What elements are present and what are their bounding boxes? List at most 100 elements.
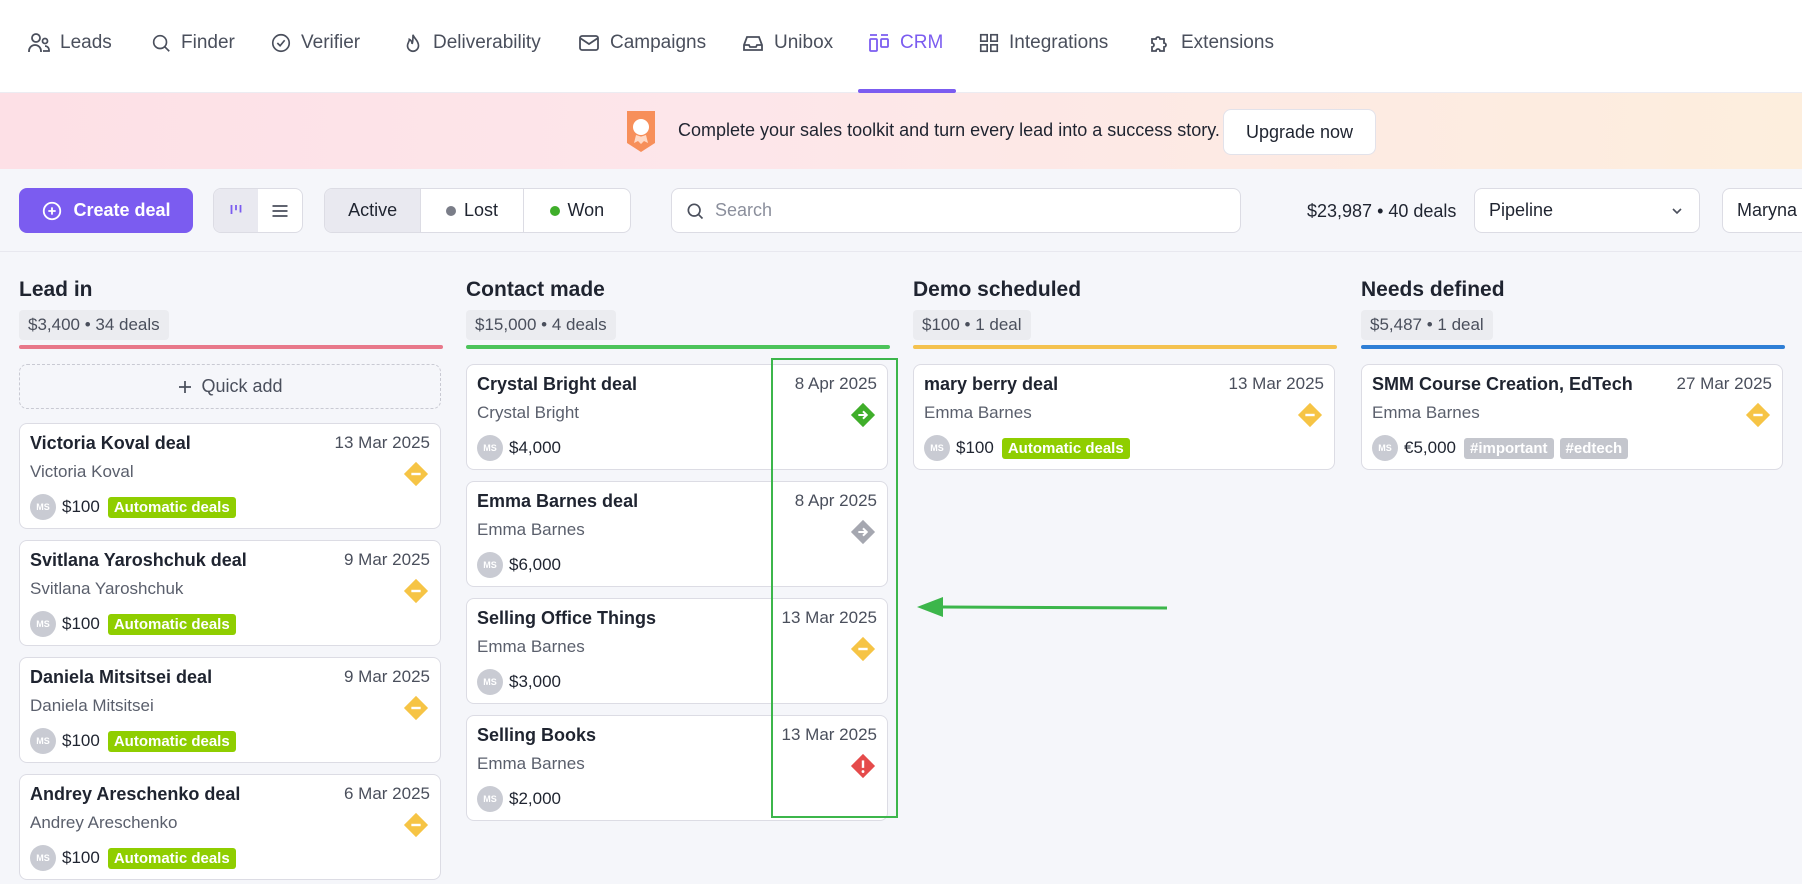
- nav-finder[interactable]: Finder: [150, 28, 235, 58]
- board-view-button[interactable]: [214, 189, 258, 232]
- status-pending-icon[interactable]: [849, 635, 877, 663]
- deal-contact: Emma Barnes: [477, 520, 585, 539]
- stage-stats: $15,000 • 4 deals: [466, 310, 616, 340]
- grey-dot-icon: [446, 205, 457, 216]
- status-pending-icon[interactable]: [402, 694, 430, 722]
- create-deal-label: Create deal: [73, 200, 171, 220]
- deal-card[interactable]: Andrey Areschenko deal 6 Mar 2025 Andrey A…: [19, 774, 441, 880]
- quick-add-label: Quick add: [201, 376, 283, 396]
- nav-leads[interactable]: Leads: [27, 28, 112, 58]
- nav-label: Integrations: [1009, 32, 1109, 53]
- pipeline-select[interactable]: Pipeline: [1474, 188, 1700, 233]
- deal-card[interactable]: Daniela Mitsitsei deal 9 Mar 2025 Daniela …: [19, 657, 441, 763]
- deal-value: $100: [62, 731, 100, 750]
- users-icon: [28, 33, 50, 52]
- status-active-icon[interactable]: [849, 401, 877, 429]
- stage-color-bar: [466, 345, 890, 349]
- deal-card[interactable]: Selling Office Things 13 Mar 2025 Emma Bar…: [466, 598, 888, 704]
- status-pending-icon[interactable]: [402, 460, 430, 488]
- owner-select[interactable]: Maryna S: [1722, 188, 1802, 233]
- deal-card[interactable]: SMM Course Creation, EdTech 27 Mar 2025 Em…: [1361, 364, 1783, 470]
- crm-icon: [869, 34, 889, 52]
- nav-unibox[interactable]: Unibox: [741, 28, 833, 58]
- nav-crm[interactable]: CRM: [867, 28, 943, 58]
- list-view-button[interactable]: [258, 189, 302, 232]
- quick-add-button[interactable]: Quick add: [19, 364, 441, 409]
- list-icon: [272, 204, 288, 217]
- status-inactive-icon[interactable]: [849, 518, 877, 546]
- highlight-annotation: [771, 358, 898, 818]
- avatar: MS: [30, 728, 56, 754]
- deal-date: 8 Apr 2025: [794, 374, 877, 393]
- deal-meta: MS $100 Automatic deals: [30, 611, 236, 637]
- nav-label: CRM: [900, 32, 944, 53]
- status-filter: Active Lost Won: [324, 188, 631, 233]
- deal-meta: MS $6,000: [477, 552, 563, 578]
- nav-integrations[interactable]: Integrations: [978, 28, 1108, 58]
- kanban-icon: [230, 204, 242, 214]
- pipeline-stage-column: Contact made $15,000 • 4 deals Crystal Bri…: [466, 278, 890, 821]
- deal-meta: MS $3,000: [477, 669, 563, 695]
- status-pending-icon[interactable]: [402, 811, 430, 839]
- deal-value: $100: [62, 614, 100, 633]
- deal-contact: Victoria Koval: [30, 462, 134, 481]
- deal-contact: Daniela Mitsitsei: [30, 696, 154, 715]
- search-input[interactable]: [715, 200, 1215, 221]
- medal-icon: [625, 109, 657, 153]
- avatar: MS: [924, 435, 950, 461]
- nav-label: Verifier: [301, 32, 361, 53]
- view-toggle: [213, 188, 303, 233]
- pipeline-stage-column: Lead in $3,400 • 34 deals Quick add Victori…: [19, 278, 443, 880]
- deal-title: Crystal Bright deal: [477, 374, 638, 394]
- search-icon: [152, 34, 170, 52]
- deal-date: 8 Apr 2025: [794, 491, 877, 510]
- deal-value: €5,000: [1404, 438, 1456, 457]
- deal-meta: MS $100 Automatic deals: [30, 728, 236, 754]
- deal-card[interactable]: mary berry deal 13 Mar 2025 Emma Barnes MS $…: [913, 364, 1335, 470]
- deal-value: $3,000: [509, 672, 561, 691]
- deal-tag: #important: [1464, 437, 1554, 459]
- tab-lost[interactable]: Lost: [421, 189, 524, 232]
- nav-deliverability[interactable]: Deliverability: [402, 28, 541, 58]
- deal-title: Andrey Areschenko deal: [30, 784, 241, 804]
- nav-label: Campaigns: [610, 32, 707, 53]
- nav-campaigns[interactable]: Campaigns: [577, 28, 706, 58]
- upgrade-now-button[interactable]: Upgrade now: [1223, 109, 1376, 155]
- avatar: MS: [477, 552, 503, 578]
- deal-card[interactable]: Emma Barnes deal 8 Apr 2025 Emma Barnes MS $…: [466, 481, 888, 587]
- tab-label: Lost: [464, 200, 499, 220]
- stage-color-bar: [913, 345, 1337, 349]
- status-pending-icon[interactable]: [1296, 401, 1324, 429]
- tab-active[interactable]: Active: [325, 189, 422, 232]
- check-circle-icon: [271, 33, 291, 53]
- deal-date: 13 Mar 2025: [334, 433, 430, 452]
- avatar: MS: [1372, 435, 1398, 461]
- tab-won[interactable]: Won: [524, 189, 630, 232]
- deal-card[interactable]: Crystal Bright deal 8 Apr 2025 Crystal Bri…: [466, 364, 888, 470]
- nav-verifier[interactable]: Verifier: [270, 28, 360, 58]
- banner-message: Complete your sales toolkit and turn eve…: [678, 120, 1220, 140]
- deal-value: $2,000: [509, 789, 561, 808]
- plus-icon: [179, 380, 192, 393]
- plus-circle-icon: [43, 201, 62, 220]
- status-pending-icon[interactable]: [1744, 401, 1772, 429]
- deal-contact: Andrey Areschenko: [30, 813, 178, 832]
- deal-contact: Emma Barnes: [1372, 403, 1480, 422]
- deal-tag: #edtech: [1559, 437, 1629, 459]
- deal-contact: Crystal Bright: [477, 403, 580, 422]
- nav-extensions[interactable]: Extensions: [1148, 28, 1274, 58]
- status-pending-icon[interactable]: [402, 577, 430, 605]
- status-alert-icon[interactable]: [849, 752, 877, 780]
- deal-card[interactable]: Svitlana Yaroshchuk deal 9 Mar 2025 Svitla…: [19, 540, 441, 646]
- grid-icon: [979, 33, 999, 53]
- create-deal-button[interactable]: Create deal: [19, 188, 193, 233]
- mail-icon: [579, 35, 599, 51]
- deal-card[interactable]: Victoria Koval deal 13 Mar 2025 Victoria K…: [19, 423, 441, 529]
- deal-title: mary berry deal: [924, 374, 1059, 394]
- deal-tag: Automatic deals: [1001, 437, 1130, 459]
- search-icon: [687, 203, 704, 219]
- stage-color-bar: [19, 345, 443, 349]
- deal-tag: Automatic deals: [107, 496, 236, 518]
- deal-card[interactable]: Selling Books 13 Mar 2025 Emma Barnes MS $2,…: [466, 715, 888, 821]
- upgrade-banner: Complete your sales toolkit and turn eve…: [0, 93, 1802, 169]
